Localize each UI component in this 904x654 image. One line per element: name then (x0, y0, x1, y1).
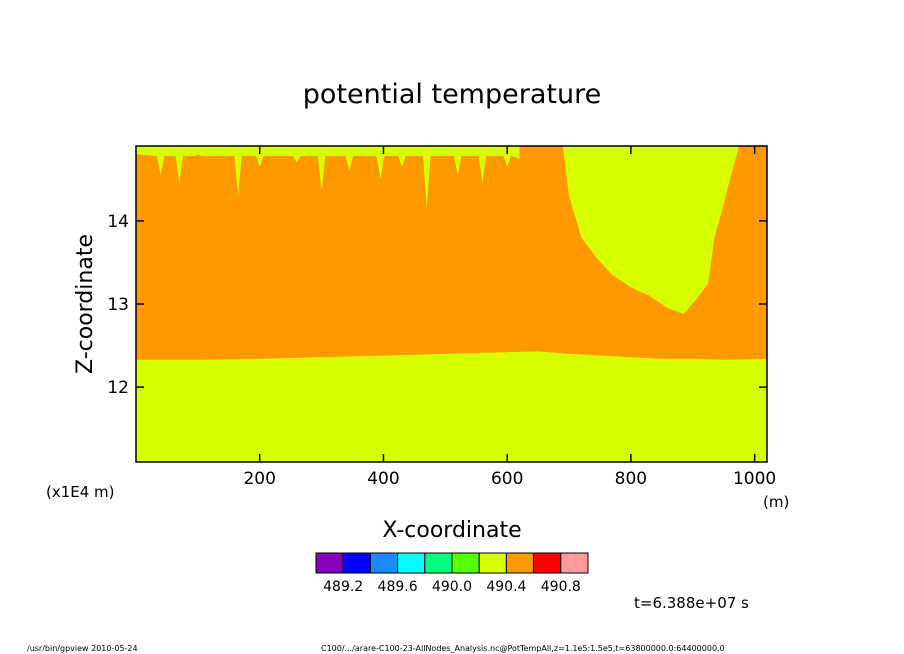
colorbar-swatch (505, 552, 535, 574)
x-axis-label: X-coordinate (382, 518, 521, 543)
chart-title: potential temperature (303, 79, 601, 110)
x-unit-label: (m) (763, 493, 789, 511)
colorbar-swatch (424, 552, 453, 574)
colorbar-label: 490.0 (432, 579, 472, 595)
colorbar-swatch (533, 552, 562, 574)
colorbar-label: 489.2 (323, 579, 363, 595)
footer-right: C100/.../arare-C100-23-AllNodes_Analysis… (321, 644, 725, 653)
x-tick-label: 400 (367, 469, 399, 489)
colorbar-swatch (342, 552, 371, 574)
colorbar-swatch (315, 552, 344, 574)
colorbar-swatch (478, 552, 507, 574)
colorbar-swatch (451, 552, 480, 574)
footer-left: /usr/bin/gpview 2010-05-24 (27, 644, 138, 653)
y-axis-label: Z-coordinate (73, 234, 98, 374)
colorbar-label: 490.4 (486, 579, 526, 595)
colorbar: 489.2 489.6 490.0 490.4 490.8 (315, 552, 589, 595)
time-label: t=6.388e+07 s (634, 594, 749, 612)
x-tick-label: 600 (491, 469, 523, 489)
y-scale-note: (x1E4 m) (46, 483, 115, 501)
colorbar-label: 490.8 (541, 579, 581, 595)
colorbar-swatch (397, 552, 426, 574)
y-tick-label: 14 (107, 212, 129, 232)
x-tick-label: 1000 (733, 469, 776, 489)
x-axis-ticks: 200 400 600 800 1000 (243, 146, 776, 489)
y-axis-ticks: 12 13 14 (107, 212, 767, 398)
y-tick-label: 12 (107, 378, 129, 398)
colorbar-label: 489.6 (378, 579, 418, 595)
x-tick-label: 200 (243, 469, 275, 489)
y-tick-label: 13 (107, 295, 129, 315)
plot-area: 200 400 600 800 1000 12 13 14 (107, 145, 776, 489)
colorbar-swatch (560, 552, 589, 574)
upper-intrusion-fill (136, 146, 520, 209)
colorbar-swatch (369, 552, 399, 574)
lower-layer-fill (136, 351, 767, 462)
x-tick-label: 800 (615, 469, 647, 489)
intrusion-fill (562, 146, 740, 314)
contour-fills (136, 146, 767, 462)
